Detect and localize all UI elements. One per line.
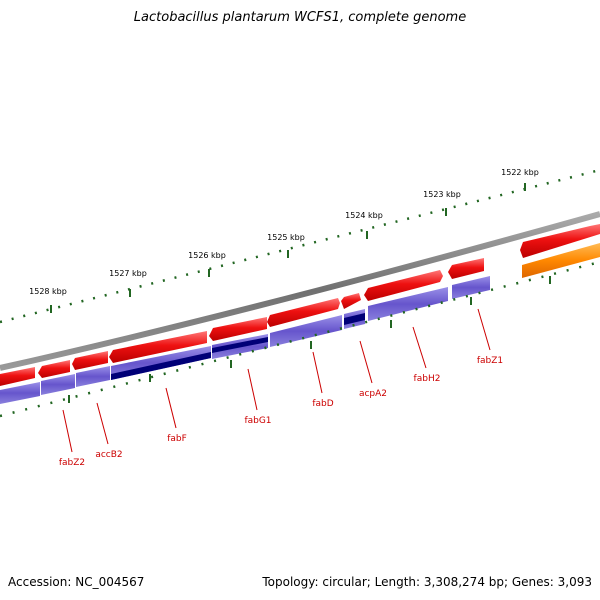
gene-label-fabH2[interactable]: fabH2	[414, 374, 441, 384]
cds-arrow[interactable]	[72, 351, 108, 370]
orange-feature[interactable]	[522, 243, 600, 278]
gene-label-accB2[interactable]: accB2	[95, 450, 122, 460]
cds-arrow[interactable]	[38, 360, 70, 378]
protein-track	[0, 243, 600, 404]
tick-label-1528: 1528 kbp	[29, 287, 67, 296]
protein-block[interactable]	[452, 276, 490, 299]
tick-label-1522: 1522 kbp	[501, 168, 539, 177]
outer-ruler: 1528 kbp 1527 kbp 1526 kbp 1525 kbp 1524…	[0, 168, 600, 324]
map-title: Lactobacillus plantarum WCFS1, complete …	[133, 10, 467, 25]
cds-arrow[interactable]	[109, 331, 207, 363]
outer-ruler-dots	[0, 168, 600, 324]
accession-label: Accession: NC_004567	[8, 575, 145, 589]
inner-ruler	[0, 260, 600, 418]
tick-label-1523: 1523 kbp	[423, 190, 461, 199]
tick-label-1524: 1524 kbp	[345, 211, 383, 220]
tick-label-1527: 1527 kbp	[109, 269, 147, 278]
cds-arrow[interactable]	[209, 317, 267, 341]
gene-label-fabF[interactable]: fabF	[167, 434, 187, 444]
protein-block[interactable]	[76, 366, 110, 387]
protein-block-dark[interactable]	[344, 313, 365, 325]
gene-label-fabZ1[interactable]: fabZ1	[477, 356, 503, 366]
forward-strand-track	[0, 224, 600, 386]
outer-major-ticks	[50, 183, 526, 313]
protein-block-dark[interactable]	[212, 337, 268, 353]
genome-summary: Topology: circular; Length: 3,308,274 bp…	[262, 575, 592, 589]
cds-arrow[interactable]	[0, 367, 35, 386]
protein-block-dark[interactable]	[111, 352, 211, 380]
genome-backbone	[0, 211, 600, 371]
protein-block[interactable]	[0, 382, 40, 404]
cds-arrow[interactable]	[448, 258, 484, 279]
cds-arrow[interactable]	[364, 270, 443, 301]
protein-block[interactable]	[41, 374, 75, 395]
gene-label-fabG1[interactable]: fabG1	[244, 416, 271, 426]
tick-label-1526: 1526 kbp	[188, 251, 226, 260]
gene-label-acpA2[interactable]: acpA2	[359, 389, 387, 399]
gene-label-fabZ2[interactable]: fabZ2	[59, 458, 85, 468]
gene-label-fabD[interactable]: fabD	[312, 399, 333, 409]
cds-arrow[interactable]	[520, 224, 600, 258]
inner-major-ticks	[68, 276, 551, 403]
cds-arrow[interactable]	[341, 293, 361, 309]
protein-block[interactable]	[368, 287, 448, 321]
cds-arrow[interactable]	[267, 298, 340, 327]
protein-block[interactable]	[270, 315, 342, 347]
gene-labels	[62, 308, 491, 453]
tick-label-1525: 1525 kbp	[267, 233, 305, 242]
